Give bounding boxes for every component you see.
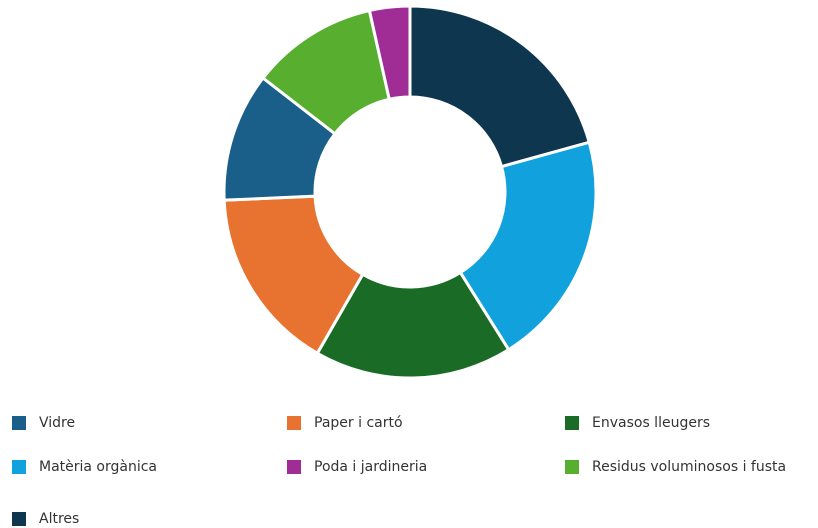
legend-swatch[interactable] bbox=[565, 460, 579, 474]
donut-slice[interactable] bbox=[222, 194, 365, 356]
donut-slice[interactable] bbox=[367, 4, 412, 102]
legend-label[interactable]: Vidre bbox=[39, 415, 75, 431]
legend-label[interactable]: Matèria orgànica bbox=[39, 459, 157, 475]
donut-slice[interactable] bbox=[315, 270, 511, 380]
donut-slice[interactable] bbox=[458, 140, 598, 352]
legend-label[interactable]: Altres bbox=[39, 511, 79, 527]
legend-label[interactable]: Envasos lleugers bbox=[592, 415, 710, 431]
legend-swatch[interactable] bbox=[12, 460, 26, 474]
legend-swatch[interactable] bbox=[12, 416, 26, 430]
donut-slice[interactable] bbox=[408, 4, 592, 169]
legend-swatch[interactable] bbox=[12, 512, 26, 526]
legend-label[interactable]: Paper i cartó bbox=[314, 415, 403, 431]
legend-swatch[interactable] bbox=[565, 416, 579, 430]
legend-label[interactable]: Residus voluminosos i fusta bbox=[592, 459, 786, 475]
legend-label[interactable]: Poda i jardineria bbox=[314, 459, 427, 475]
legend-swatch[interactable] bbox=[287, 416, 301, 430]
legend-swatch[interactable] bbox=[287, 460, 301, 474]
